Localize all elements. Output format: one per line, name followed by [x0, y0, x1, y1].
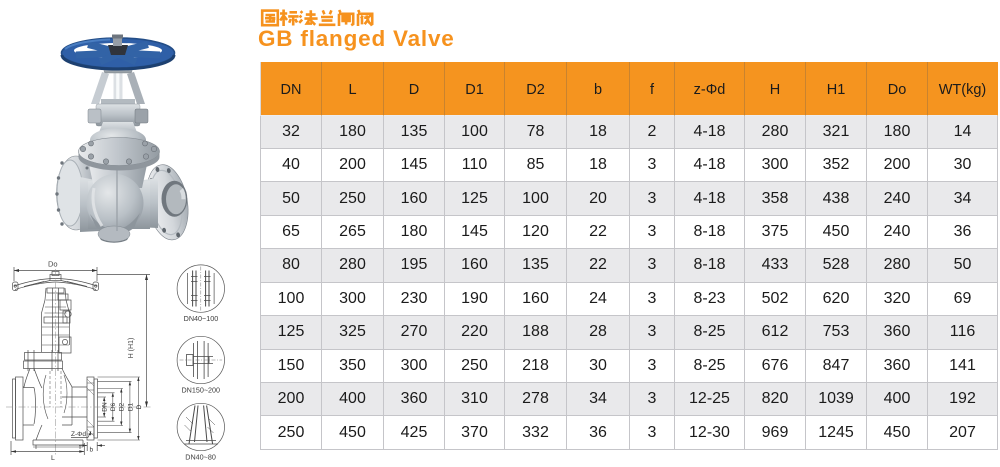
svg-text:Z-Φd: Z-Φd — [71, 431, 86, 438]
svg-text:D1: D1 — [127, 402, 134, 411]
svg-text:DN: DN — [102, 402, 109, 412]
svg-text:D6: D6 — [110, 402, 117, 411]
svg-text:DN40~100: DN40~100 — [184, 314, 219, 323]
svg-text:H (H1): H (H1) — [128, 338, 135, 359]
svg-text:Do: Do — [48, 260, 58, 269]
svg-text:DN40~80: DN40~80 — [185, 452, 216, 461]
svg-text:D2: D2 — [119, 402, 126, 411]
svg-text:L: L — [51, 455, 55, 462]
svg-text:DN150~200: DN150~200 — [181, 385, 220, 394]
svg-text:b: b — [89, 447, 93, 454]
svg-text:D: D — [136, 404, 143, 409]
